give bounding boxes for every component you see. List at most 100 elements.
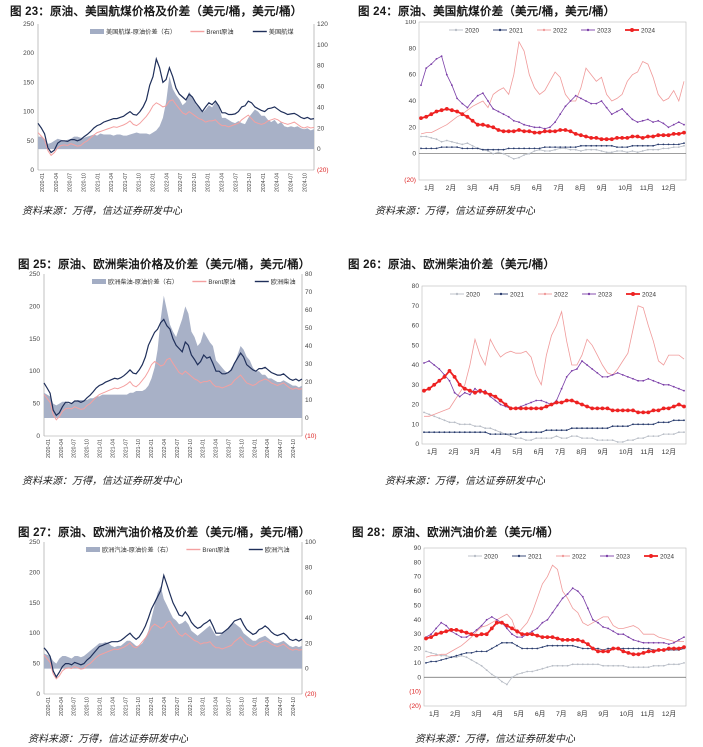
fig24-point-2020 — [518, 156, 520, 159]
fig28-series-2024 — [425, 621, 685, 656]
fig26-point-2020 — [632, 439, 634, 441]
figure-28-source: 资料来源：万得，信达证券研发中心 — [415, 734, 575, 745]
fig24-point-2021 — [667, 143, 670, 146]
fig26-point-2021 — [514, 433, 517, 435]
fig26-point-2024 — [671, 404, 676, 409]
fig26-point-2021 — [683, 419, 685, 422]
fig28-point-2021 — [526, 647, 529, 650]
fig24-point-2020 — [451, 140, 453, 143]
fig25-x-tick: 2021-01 — [98, 439, 104, 458]
fig26-point-2020 — [576, 435, 578, 437]
fig26-point-2021 — [474, 431, 476, 434]
fig24-point-2023 — [652, 121, 654, 123]
fig26-point-2020 — [540, 437, 543, 439]
fig24-point-2023 — [590, 102, 593, 105]
fig26-point-2024 — [457, 382, 462, 387]
fig26-point-2023 — [474, 387, 476, 390]
fig25-x-tick: 2020-07 — [72, 439, 78, 458]
fig28-point-2020 — [581, 663, 584, 666]
fig26-point-2021 — [560, 429, 563, 432]
fig28-point-2023 — [587, 607, 589, 610]
fig24-point-2024 — [429, 112, 434, 117]
fig26-series-2022 — [424, 305, 685, 417]
fig24-point-2021 — [471, 147, 474, 150]
fig26-point-2023 — [596, 372, 599, 374]
fig28-point-2024 — [651, 649, 656, 654]
fig23-x-tick: 2021-07 — [123, 173, 129, 192]
fig28-point-2024 — [464, 630, 469, 635]
fig28-point-2020 — [683, 662, 685, 664]
fig26-point-2024 — [513, 406, 518, 411]
fig24-markers-2020 — [420, 135, 685, 160]
fig28-point-2024 — [555, 636, 560, 641]
fig26-point-2023 — [652, 379, 655, 382]
fig24-point-2024 — [542, 129, 547, 134]
fig26-point-2020 — [601, 439, 604, 441]
fig23-x-tick: 2021-04 — [109, 173, 115, 192]
fig26-point-2020 — [463, 423, 466, 426]
fig25-series-product-line — [43, 318, 303, 417]
fig24-point-2023 — [451, 84, 453, 87]
fig28-point-2024 — [545, 635, 550, 639]
fig24-point-2024 — [676, 132, 681, 136]
fig24-point-2024 — [506, 129, 511, 134]
fig24-point-2021 — [456, 146, 458, 148]
fig24-point-2024 — [568, 129, 573, 134]
figure-28-chart: 90 80 70 60 50 40 30 20 10 0 (10) (20) 1月 2月 3月 4月 5月 6月 7… — [409, 545, 687, 718]
fig26-point-2020 — [637, 437, 639, 439]
fig28-y-tick: 20 — [414, 646, 422, 653]
figure-25-source: 资料来源：万得，信达证券研发中心 — [22, 476, 182, 487]
fig26-series-2023 — [423, 360, 685, 409]
fig26-point-2021 — [545, 429, 548, 432]
fig26-point-2020 — [565, 437, 568, 439]
fig24-point-2024 — [522, 129, 526, 134]
fig25-legend-label: 欧洲柴油-原油价差（右） — [108, 278, 178, 286]
fig25-x-tick: 2021-04 — [110, 439, 116, 458]
fig28-point-2020 — [627, 666, 630, 669]
fig24-point-2021 — [538, 147, 541, 150]
fig26-point-2024 — [661, 406, 666, 411]
fig26-point-2021 — [570, 427, 573, 430]
fig28-point-2020 — [667, 663, 670, 666]
fig27-x-tick: 2022-10 — [188, 697, 194, 716]
fig28-point-2021 — [642, 647, 645, 650]
fig26-point-2023 — [565, 376, 568, 378]
fig25-right-tick: 40 — [305, 343, 313, 350]
fig26-point-2020 — [520, 437, 522, 439]
fig23-right-tick: 100 — [317, 42, 328, 49]
fig26-point-2023 — [616, 372, 619, 374]
fig26-point-2020 — [479, 425, 481, 428]
fig24-point-2021 — [487, 148, 489, 151]
fig26-point-2024 — [442, 375, 447, 379]
fig26-point-2021 — [621, 425, 624, 428]
fig26-point-2024 — [503, 402, 508, 407]
fig28-point-2024 — [616, 646, 621, 651]
fig26-point-2024 — [677, 402, 681, 407]
fig26-point-2023 — [535, 399, 538, 402]
fig28-point-2023 — [440, 621, 443, 624]
fig26-point-2024 — [631, 408, 635, 413]
fig28-plot-frame — [423, 547, 687, 707]
fig25-right-tick: 10 — [305, 397, 313, 404]
fig28-point-2020 — [657, 664, 660, 667]
fig28-point-2023 — [475, 629, 478, 631]
fig23-x-tick: 2023-01 — [206, 173, 212, 192]
fig23-right-tick: 20 — [317, 125, 325, 132]
fig28-point-2021 — [425, 662, 427, 664]
fig27-left-tick: 200 — [29, 569, 40, 576]
fig26-point-2023 — [627, 376, 629, 378]
fig26-point-2020 — [560, 437, 563, 439]
fig24-point-2021 — [610, 144, 613, 147]
fig24-point-2024 — [646, 134, 650, 139]
fig24-point-2024 — [661, 133, 666, 138]
fig26-point-2023 — [448, 379, 451, 382]
fig27-left-tick: 150 — [29, 600, 40, 607]
fig26-point-2024 — [447, 369, 452, 373]
fig25-series-spread-area — [44, 295, 302, 418]
fig26-legend-marker — [499, 292, 503, 296]
fig26-point-2024 — [656, 408, 661, 413]
fig24-point-2021 — [621, 146, 623, 148]
fig27-left-tick: 100 — [29, 630, 40, 637]
fig28-point-2023 — [632, 639, 635, 641]
fig28-point-2024 — [530, 632, 535, 637]
